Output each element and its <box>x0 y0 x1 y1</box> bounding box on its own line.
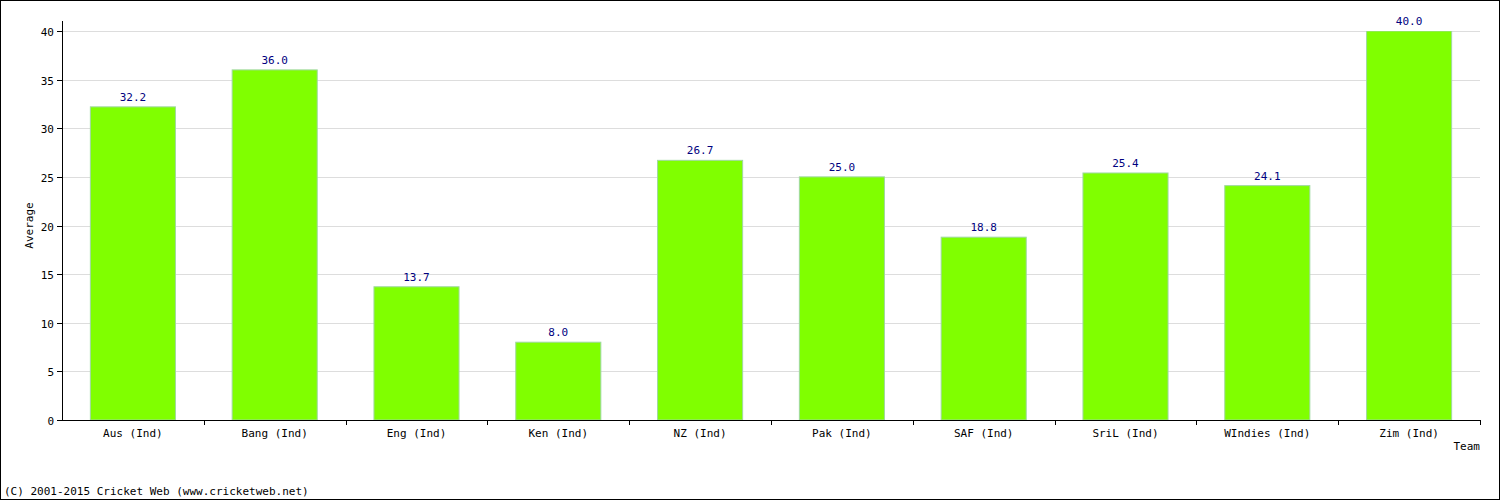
y-tick <box>57 371 62 372</box>
x-tick <box>1055 420 1056 425</box>
x-tick-label: Aus (Ind) <box>103 427 163 440</box>
y-tick-label: 15 <box>41 269 54 282</box>
x-tick-label: Ken (Ind) <box>528 427 588 440</box>
y-tick <box>57 323 62 324</box>
x-tick <box>1480 420 1481 425</box>
chart: 0 5 10 15 20 25 30 35 40 32.2 36.0 13.7 8.0 26.7 25.0 1… <box>0 0 1500 500</box>
frame <box>1 1 1500 500</box>
data-label: 26.7 <box>687 144 714 157</box>
x-axis-label: Team <box>1454 440 1481 453</box>
bar <box>799 177 884 420</box>
bar <box>1083 173 1168 420</box>
y-tick <box>57 31 62 32</box>
x-tick-label: Eng (Ind) <box>387 427 447 440</box>
y-axis-label: Average <box>23 202 36 248</box>
data-label: 36.0 <box>261 54 288 67</box>
bar <box>1225 186 1310 420</box>
y-tick <box>57 420 62 421</box>
bar <box>1367 31 1452 420</box>
data-label: 8.0 <box>548 326 568 339</box>
x-tick <box>1196 420 1197 425</box>
x-tick <box>204 420 205 425</box>
y-axis <box>62 21 63 420</box>
y-tick-label: 5 <box>47 366 54 379</box>
bar <box>941 237 1026 420</box>
data-label: 18.8 <box>970 221 997 234</box>
data-label: 13.7 <box>403 271 430 284</box>
x-tick-label: NZ (Ind) <box>674 427 727 440</box>
grid-line <box>62 31 1480 32</box>
y-tick-label: 35 <box>41 75 54 88</box>
x-tick-label: WIndies (Ind) <box>1224 427 1310 440</box>
bars <box>90 31 1451 420</box>
x-tick <box>771 420 772 425</box>
x-tick-label: Bang (Ind) <box>242 427 308 440</box>
x-tick <box>487 420 488 425</box>
y-tick-label: 40 <box>41 26 54 39</box>
y-tick <box>57 226 62 227</box>
y-tick <box>57 128 62 129</box>
bar <box>232 70 317 420</box>
data-label: 32.2 <box>120 91 147 104</box>
y-tick <box>57 177 62 178</box>
annotation: (C) 2001-2015 Cricket Web (www.cricketwe… <box>4 485 309 498</box>
data-label: 25.4 <box>1112 157 1139 170</box>
y-tick-label: 10 <box>41 318 54 331</box>
data-label: 40.0 <box>1396 15 1423 28</box>
x-tick <box>1338 420 1339 425</box>
x-tick-label: SriL (Ind) <box>1092 427 1158 440</box>
x-tick <box>346 420 347 425</box>
y-tick-label: 20 <box>41 221 54 234</box>
data-label: 25.0 <box>829 161 856 174</box>
y-tick-label: 0 <box>47 415 54 428</box>
bar <box>90 107 175 420</box>
bar <box>516 342 601 420</box>
y-tick-label: 30 <box>41 123 54 136</box>
y-tick <box>57 80 62 81</box>
x-tick <box>913 420 914 425</box>
bar <box>374 287 459 420</box>
bar <box>658 160 743 420</box>
y-tick-label: 25 <box>41 172 54 185</box>
x-tick <box>629 420 630 425</box>
x-tick-label: Zim (Ind) <box>1379 427 1439 440</box>
data-label: 24.1 <box>1254 170 1281 183</box>
y-tick <box>57 274 62 275</box>
x-tick-label: SAF (Ind) <box>954 427 1014 440</box>
x-tick-label: Pak (Ind) <box>812 427 872 440</box>
